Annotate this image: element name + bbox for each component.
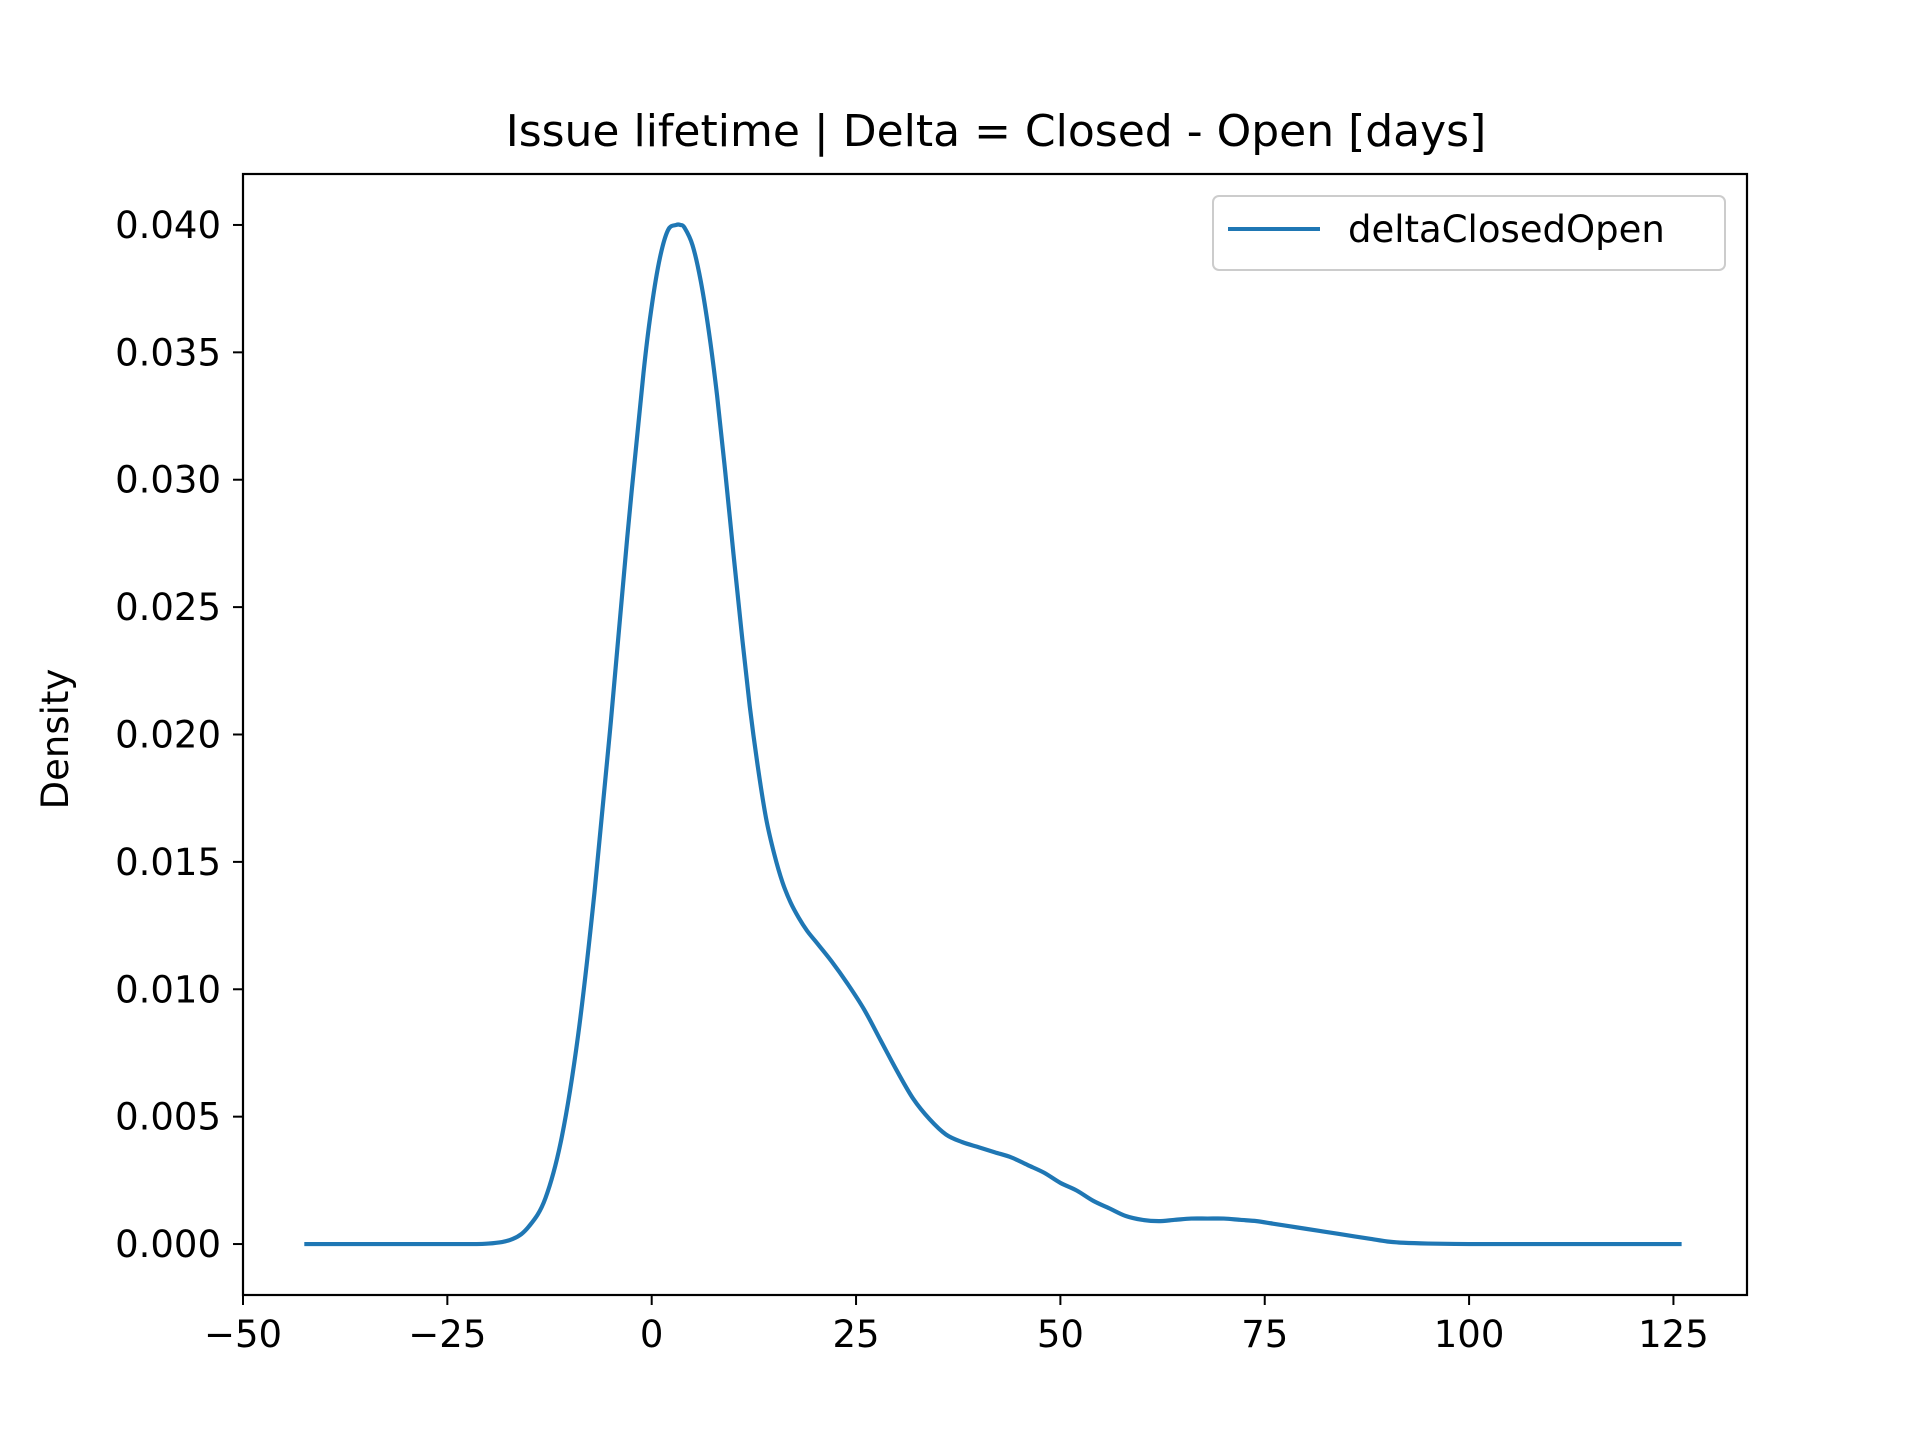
y-tick-label: 0.010	[115, 968, 221, 1011]
y-tick-label: 0.040	[115, 204, 221, 247]
legend-box	[1212, 195, 1726, 271]
x-tick-label: 75	[1241, 1313, 1288, 1356]
chart-title: Issue lifetime | Delta = Closed - Open […	[506, 106, 1487, 157]
x-tick-label: 50	[1037, 1313, 1084, 1356]
y-axis-ticks: 0.000 0.005 0.010 0.015 0.020 0.025 0.030 0.035…	[115, 204, 243, 1266]
y-tick-label: 0.020	[115, 714, 221, 757]
x-tick-label: 100	[1434, 1313, 1505, 1356]
y-tick-label: 0.030	[115, 459, 221, 502]
x-tick-label: −25	[408, 1313, 486, 1356]
y-tick-label: 0.025	[115, 586, 221, 629]
series-line-deltaClosedOpen	[304, 222, 1682, 1247]
x-tick-label: 25	[832, 1313, 879, 1356]
x-axis-ticks: −50 −25 0 25 50 75 100 125	[204, 1295, 1709, 1356]
x-tick-label: −50	[204, 1313, 282, 1356]
y-tick-label: 0.015	[115, 841, 221, 884]
axes-frame	[241, 172, 1749, 1297]
y-axis-label: Density	[34, 669, 77, 810]
legend: deltaClosedOpen	[1212, 195, 1726, 271]
y-tick-label: 0.005	[115, 1096, 221, 1139]
x-tick-label: 0	[640, 1313, 664, 1356]
plot-area	[304, 222, 1682, 1247]
y-tick-label: 0.035	[115, 331, 221, 374]
x-tick-label: 125	[1638, 1313, 1709, 1356]
y-tick-label: 0.000	[115, 1223, 221, 1266]
legend-label-deltaclosedopen: deltaClosedOpen	[1348, 208, 1665, 251]
